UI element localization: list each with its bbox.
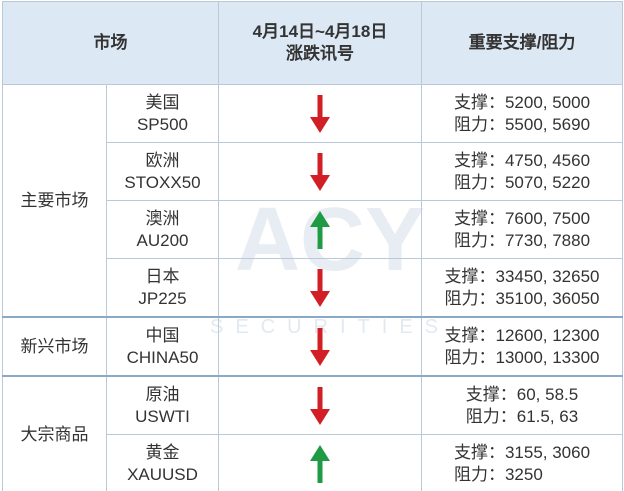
market-name: 中国 (145, 325, 180, 345)
table-row: 主要市场 美国 SP500 支撑：5200, 5000 阻力：5500, 5690 (2, 84, 623, 318)
signal-arrow (310, 94, 330, 133)
signal-arrow (310, 268, 330, 307)
levels: 支撑：4750, 4560 阻力：5070, 5220 (454, 150, 590, 194)
group-cell: 主要市场 (2, 84, 107, 318)
market-cell: 美国 SP500 (106, 84, 219, 143)
arrow-shape (310, 268, 330, 307)
support: 支撑：7600, 7500 (453, 208, 591, 228)
table-row: 日本 JP225 支撑：33450, 32650 阻力：35100, 36050 (3, 258, 623, 318)
table-row: 澳洲 AU200 支撑：7600, 7500 阻力：7730, 7880 (3, 200, 623, 259)
support: 支撑：3155, 3060 (453, 442, 591, 462)
signal-arrow (310, 386, 330, 425)
signal-arrow (310, 152, 330, 191)
table-row: 欧洲 STOXX50 支撑：4750, 4560 阻力：5070, 5220 (3, 142, 623, 201)
market-code: AU200 (136, 230, 189, 250)
signal-cell (218, 142, 422, 201)
signal-arrow (310, 444, 330, 483)
arrow-shape (310, 444, 330, 483)
market-cell: 原油 USWTI (106, 375, 219, 435)
market-cell: 中国 CHINA50 (106, 316, 219, 377)
support: 支撑：4750, 4560 (453, 150, 591, 170)
levels: 支撑：7600, 7500 阻力：7730, 7880 (454, 208, 590, 252)
resistance: 阻力：35100, 36050 (444, 288, 600, 308)
market-cell: 澳洲 AU200 (106, 200, 219, 259)
arrow-shape (310, 386, 330, 425)
market-name: 日本 (145, 266, 180, 286)
resistance: 阻力：5070, 5220 (453, 172, 591, 192)
resistance: 阻力：7730, 7880 (453, 230, 591, 250)
header-line: 4月14日~4月18日 (252, 22, 388, 41)
market-code: USWTI (135, 406, 190, 426)
signal-cell (218, 84, 422, 143)
header-cell: 4月14日~4月18日 涨跌讯号 (218, 1, 422, 85)
market-cell: 黄金 XAUUSD (106, 434, 219, 491)
resistance: 阻力：13000, 13300 (444, 347, 600, 367)
table-row: 黄金 XAUUSD 支撑：3155, 3060 阻力：3250 (3, 434, 623, 491)
arrow-shape (310, 210, 330, 249)
signal-cell (218, 258, 422, 318)
levels-cell: 支撑：7600, 7500 阻力：7730, 7880 (421, 200, 623, 259)
support: 支撑：33450, 32650 (444, 266, 600, 286)
market-name: 欧洲 (145, 150, 180, 170)
header-line: 涨跌讯号 (286, 44, 354, 63)
arrow-shape (310, 152, 330, 191)
market-name: 黄金 (145, 442, 180, 462)
arrow-shape (310, 327, 330, 366)
header-cell: 重要支撑/阻力 (421, 1, 623, 85)
market-code: CHINA50 (126, 347, 199, 367)
levels-cell: 支撑：5200, 5000 阻力：5500, 5690 (421, 84, 623, 143)
resistance: 阻力：5500, 5690 (453, 114, 591, 134)
market-code: STOXX50 (124, 172, 201, 192)
market-code: SP500 (136, 114, 189, 134)
header-cell: 市场 (2, 1, 219, 85)
signal-cell (218, 200, 422, 259)
signal-cell (218, 434, 422, 491)
levels: 支撑：3155, 3060 阻力：3250 (454, 442, 590, 486)
support: 支撑：12600, 12300 (444, 325, 600, 345)
signal-cell (218, 316, 422, 377)
table-row: 大宗商品 原油 USWTI 支撑：60, 58.5 阻力：61.5, 63 (2, 375, 623, 491)
market-code: JP225 (138, 288, 187, 308)
header-row: 市场 4月14日~4月18日 涨跌讯号 重要支撑/阻力 (2, 1, 623, 85)
market-name: 美国 (145, 92, 180, 112)
levels-cell: 支撑：3155, 3060 阻力：3250 (421, 434, 623, 491)
levels-cell: 支撑：12600, 12300 阻力：13000, 13300 (421, 316, 623, 377)
levels-cell: 支撑：60, 58.5 阻力：61.5, 63 (421, 375, 623, 435)
group-cell: 大宗商品 (2, 375, 107, 491)
market-code: XAUUSD (127, 464, 198, 484)
market-cell: 欧洲 STOXX50 (106, 142, 219, 201)
market-cell: 日本 JP225 (106, 258, 219, 318)
market-name: 原油 (145, 384, 180, 404)
signal-arrow (310, 210, 330, 249)
group-cell: 新兴市场 (2, 316, 107, 377)
market-name: 澳洲 (145, 208, 180, 228)
resistance: 阻力：61.5, 63 (465, 406, 579, 426)
levels: 支撑：12600, 12300 阻力：13000, 13300 (445, 325, 600, 369)
support: 支撑：60, 58.5 (465, 384, 579, 404)
levels: 支撑：60, 58.5 阻力：61.5, 63 (466, 384, 578, 428)
levels-cell: 支撑：4750, 4560 阻力：5070, 5220 (421, 142, 623, 201)
table-body: 主要市场 美国 SP500 支撑：5200, 5000 阻力：5500, 5690 欧洲 S… (2, 84, 623, 491)
support: 支撑：5200, 5000 (453, 92, 591, 112)
levels: 支撑：33450, 32650 阻力：35100, 36050 (445, 266, 600, 310)
signal-arrow (310, 327, 330, 366)
levels-cell: 支撑：33450, 32650 阻力：35100, 36050 (421, 258, 623, 318)
table-row: 新兴市场 中国 CHINA50 支撑：12600, 12300 阻力：13000, 13… (2, 316, 623, 377)
arrow-shape (310, 94, 330, 133)
levels: 支撑：5200, 5000 阻力：5500, 5690 (454, 92, 590, 136)
resistance: 阻力：3250 (453, 464, 543, 484)
signal-cell (218, 375, 422, 435)
